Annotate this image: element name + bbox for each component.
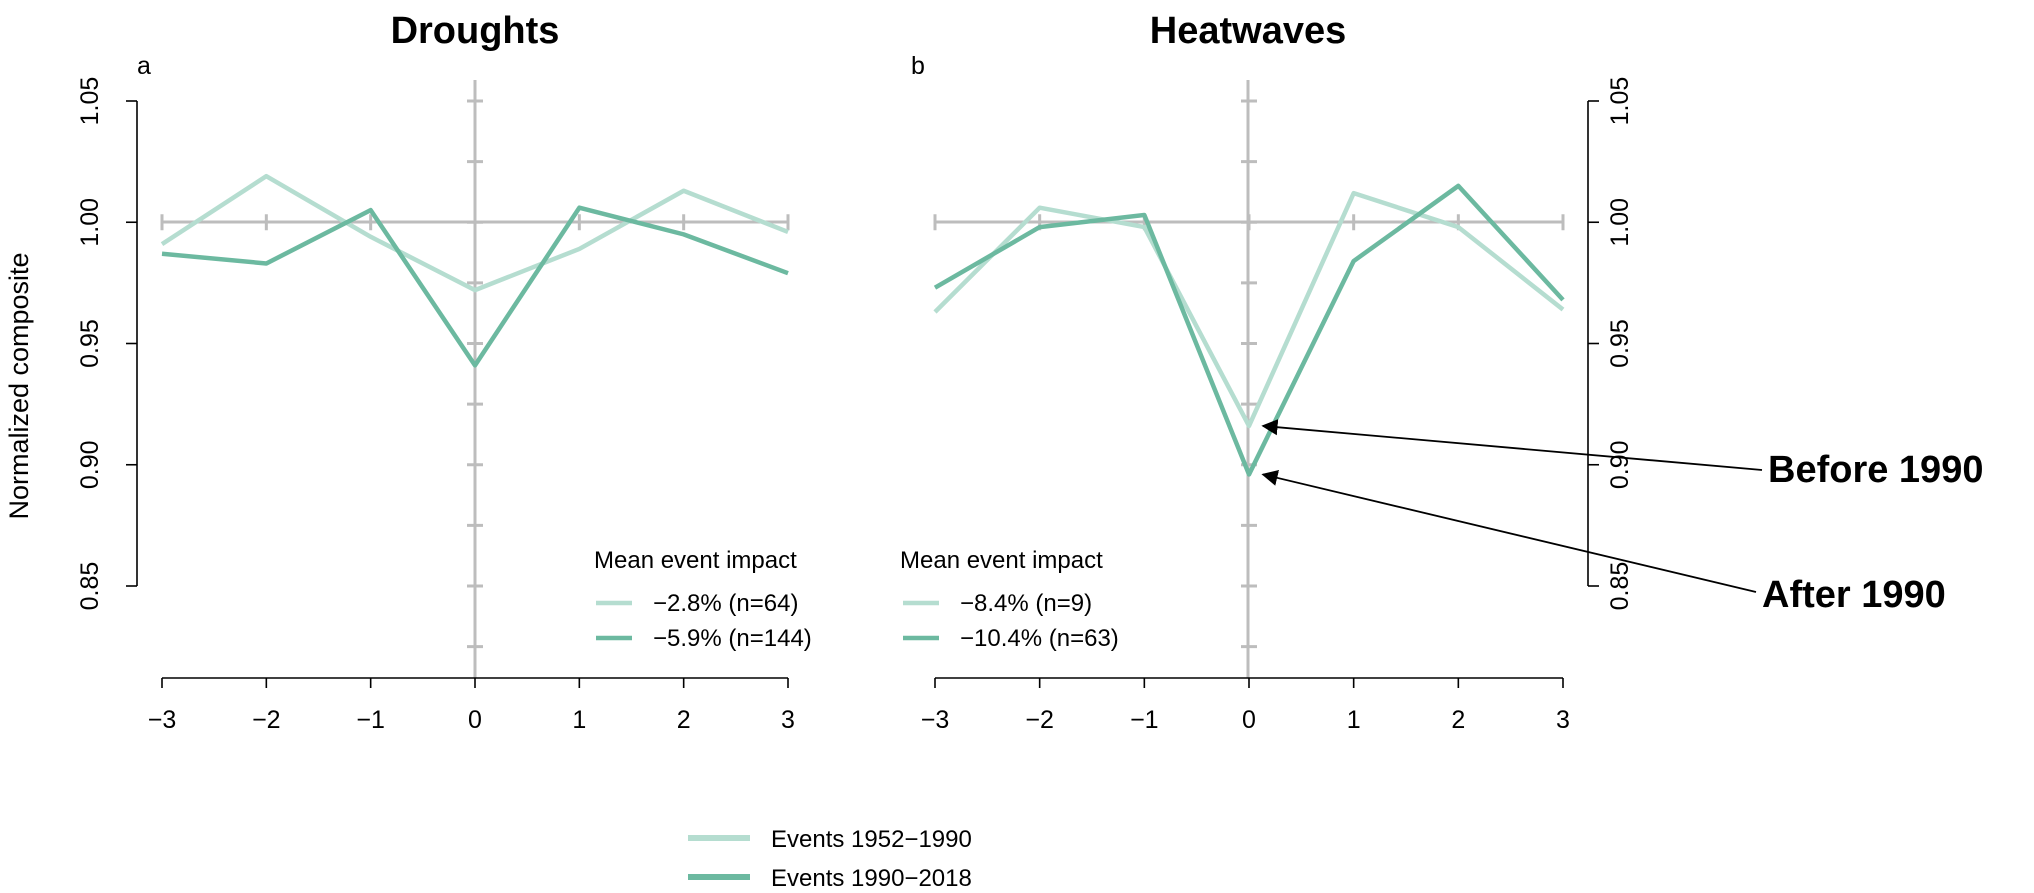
series-group	[160, 173, 789, 368]
y-tick-label: 0.85	[76, 562, 104, 611]
legend-entry: −10.4% (n=63)	[960, 625, 1119, 652]
x-tick-label: 1	[572, 706, 586, 734]
reference-ticks	[160, 99, 790, 649]
panel-droughts: Droughts a Normalized composite 0.85 0.90…	[4, 10, 812, 734]
series-line-1	[933, 183, 1565, 477]
panel-heatwaves: Heatwaves b 0.850.900.951.001.05 −3 −2 −1 0…	[900, 10, 1634, 734]
panel-legend: Mean event impact −8.4% (n=9) −10.4% (n=…	[900, 547, 1119, 652]
figure-legend-entry: Events 1990−2018	[771, 865, 972, 892]
y-tick-label: 0.95	[1606, 319, 1634, 368]
annotation-arrow-after	[1261, 469, 1757, 593]
series-group	[933, 183, 1565, 477]
legend-title: Mean event impact	[900, 547, 1103, 574]
legend-entry: −8.4% (n=9)	[960, 590, 1092, 617]
series-line-0	[160, 173, 789, 293]
x-tick-label: 0	[468, 706, 482, 734]
x-tick-label: 3	[1556, 706, 1570, 734]
y-tick-label: 1.00	[76, 198, 104, 247]
x-tick-label: −3	[148, 706, 177, 734]
x-tick-label: −2	[1025, 706, 1054, 734]
x-tick-label: 2	[1451, 706, 1465, 734]
series-line-1	[161, 205, 789, 368]
panel-title: Droughts	[391, 10, 560, 52]
panel-legend: Mean event impact −2.8% (n=64) −5.9% (n=…	[594, 547, 812, 652]
panel-label: b	[911, 52, 925, 80]
y-tick-label: 1.05	[1606, 77, 1634, 126]
y-axis: 0.85 0.90 0.95 1.00 1.05	[1587, 77, 1634, 611]
x-axis: −3 −2 −1 0 1 2 3	[921, 677, 1570, 734]
panel-title: Heatwaves	[1150, 10, 1346, 52]
y-axis: 0.85 0.90 0.95 1.00 1.05	[76, 77, 138, 611]
y-tick-label: 0.90	[1606, 440, 1634, 489]
legend-entry: −5.9% (n=144)	[653, 625, 812, 652]
annotation-arrow-before	[1261, 419, 1763, 471]
x-tick-label: −1	[356, 706, 385, 734]
reference-lines	[935, 80, 1563, 678]
y-tick-label: 1.05	[76, 77, 104, 126]
x-tick-label: 1	[1347, 706, 1361, 734]
annotation-before-1990: Before 1990	[1768, 449, 1983, 491]
x-tick-label: −1	[1130, 706, 1159, 734]
y-tick-label: 1.00	[1606, 198, 1634, 247]
annotations: Before 1990 After 1990	[1261, 419, 1983, 616]
x-tick-label: 0	[1242, 706, 1256, 734]
series-line-0	[933, 190, 1565, 429]
y-axis-label: Normalized composite	[4, 252, 34, 519]
y-tick-label: 0.85	[1606, 562, 1634, 611]
figure-legend: Events 1952−1990 Events 1990−2018	[688, 826, 972, 892]
legend-title: Mean event impact	[594, 547, 797, 574]
y-tick-label: 0.95	[76, 319, 104, 368]
x-tick-label: 3	[781, 706, 795, 734]
y-tick-label: 0.90	[76, 440, 104, 489]
figure-legend-entry: Events 1952−1990	[771, 826, 972, 853]
x-tick-label: −3	[921, 706, 950, 734]
panel-label: a	[137, 52, 151, 80]
legend-entry: −2.8% (n=64)	[653, 590, 798, 617]
x-tick-label: −2	[252, 706, 281, 734]
x-axis: −3 −2 −1 0 1 2 3	[148, 677, 795, 734]
reference-lines	[162, 80, 788, 678]
annotation-after-1990: After 1990	[1762, 574, 1946, 616]
x-tick-label: 2	[677, 706, 691, 734]
